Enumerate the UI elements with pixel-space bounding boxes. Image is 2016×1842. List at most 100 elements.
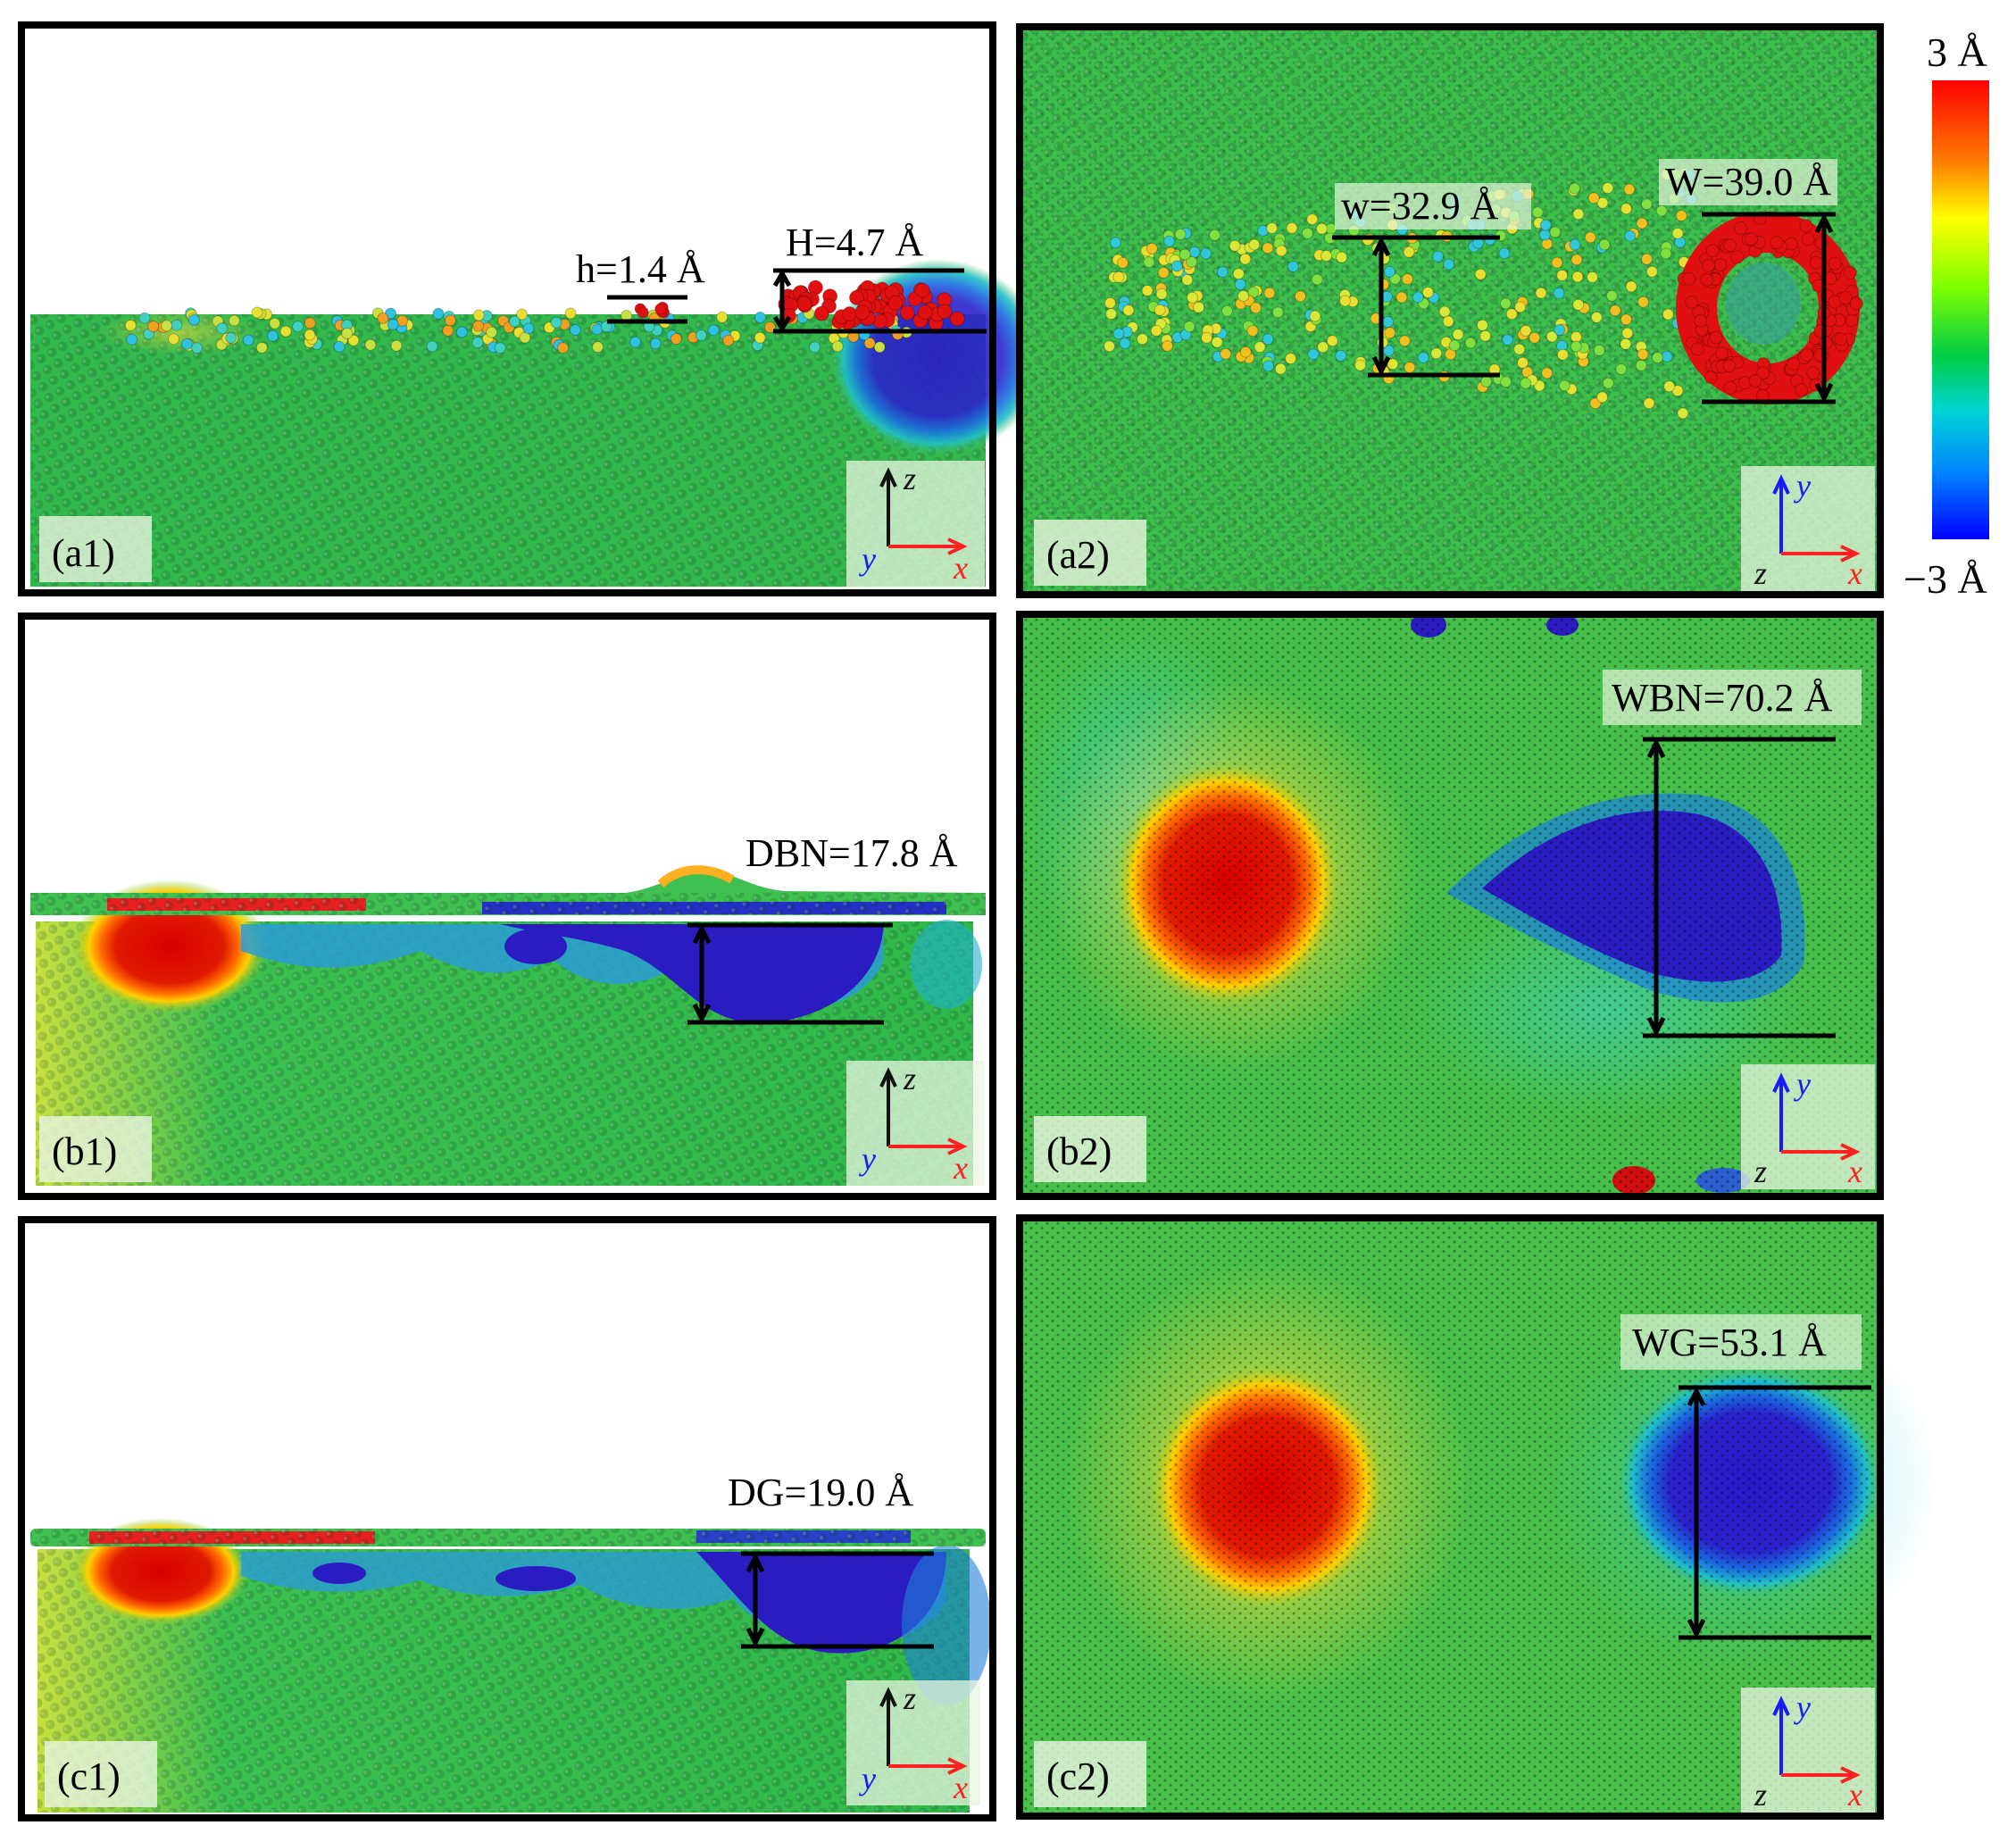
atom xyxy=(279,325,292,338)
panel-frame xyxy=(18,1216,996,1821)
axis-triad: z x y xyxy=(846,461,985,590)
atom xyxy=(716,311,729,323)
atom xyxy=(1141,285,1154,296)
atom xyxy=(1162,339,1173,352)
axis-right-label: x xyxy=(1847,1777,1862,1813)
atom xyxy=(188,313,200,326)
atom xyxy=(1452,329,1464,341)
panel-a1: h=1.4 Å H=4.7 Å z x y (a1) xyxy=(18,21,1045,596)
atom xyxy=(1179,248,1191,261)
atom xyxy=(1382,316,1395,328)
atom xyxy=(1354,359,1366,371)
atom xyxy=(854,304,871,321)
atom xyxy=(1229,239,1241,252)
atom xyxy=(341,327,354,339)
atom xyxy=(1262,242,1274,254)
ring-center xyxy=(1726,263,1801,345)
width-markers xyxy=(1643,737,1836,1038)
atom xyxy=(1122,304,1135,316)
atom xyxy=(1734,221,1747,235)
atom xyxy=(1220,304,1233,317)
atom xyxy=(1587,271,1598,283)
atom xyxy=(126,333,138,346)
atom xyxy=(1715,346,1729,361)
atom xyxy=(1520,377,1532,389)
atom xyxy=(1625,280,1637,293)
atom xyxy=(1145,242,1158,254)
atom xyxy=(1193,301,1205,313)
atom xyxy=(1593,344,1605,356)
atom xyxy=(364,338,377,351)
panel-label: (b1) xyxy=(52,1129,117,1173)
axis-triad: y x z xyxy=(1741,1064,1875,1189)
colorbar-gradient xyxy=(1932,80,1989,539)
atom xyxy=(917,304,933,321)
atom xyxy=(494,342,506,354)
axis-triad: y x z xyxy=(1741,1688,1875,1813)
atom xyxy=(1250,302,1262,314)
atom xyxy=(1845,313,1859,328)
atom xyxy=(1635,359,1647,371)
atom xyxy=(1112,271,1125,283)
colorbar: 3 Å −3 Å xyxy=(1904,29,1989,602)
atom xyxy=(1643,397,1655,410)
atom xyxy=(1311,273,1323,286)
panel-frame xyxy=(1016,611,1884,1200)
atom xyxy=(1556,348,1569,361)
atom xyxy=(486,326,498,338)
atom xyxy=(1795,383,1809,397)
atom xyxy=(1569,238,1581,251)
panel-label: (b2) xyxy=(1046,1129,1112,1173)
atom xyxy=(267,329,279,342)
atom xyxy=(1549,226,1562,238)
axis-depth-label: y xyxy=(859,1761,876,1796)
atom xyxy=(1239,253,1252,265)
atom xyxy=(1274,363,1287,375)
atom xyxy=(516,308,529,321)
atom xyxy=(251,306,263,319)
axis-up-label: y xyxy=(1794,468,1811,504)
atom xyxy=(1520,324,1532,337)
bn-sheet xyxy=(30,865,986,915)
atom xyxy=(600,321,612,333)
atom xyxy=(1137,333,1148,346)
atom xyxy=(1474,268,1487,280)
colorbar-max-label: 3 Å xyxy=(1927,29,1987,75)
atom xyxy=(171,319,183,331)
atom xyxy=(1661,350,1673,363)
atom xyxy=(1539,219,1552,231)
substrate xyxy=(30,259,1045,587)
atom xyxy=(455,326,468,338)
atom xyxy=(1602,377,1614,389)
atom xyxy=(564,307,577,320)
atom xyxy=(242,334,254,346)
atom xyxy=(1675,210,1687,222)
width-markers xyxy=(1679,1385,1871,1640)
atom xyxy=(1596,196,1609,209)
atom xyxy=(269,317,281,329)
atom xyxy=(1609,304,1621,317)
atom xyxy=(1722,359,1737,373)
atom xyxy=(1570,254,1583,266)
atom xyxy=(1662,308,1674,321)
atom xyxy=(444,314,456,327)
atom xyxy=(1572,208,1585,221)
atom xyxy=(225,331,237,344)
atom xyxy=(304,317,316,329)
atom xyxy=(849,289,864,305)
atom xyxy=(1254,341,1266,354)
atom xyxy=(1432,250,1445,263)
atom xyxy=(1430,347,1443,360)
atom xyxy=(1499,297,1512,310)
atom xyxy=(863,337,876,349)
atom xyxy=(1384,327,1396,339)
atom xyxy=(1188,246,1201,258)
atom xyxy=(1109,237,1121,249)
atom xyxy=(1701,259,1715,272)
atom xyxy=(754,312,766,323)
panel-label: (a1) xyxy=(52,531,115,575)
atom xyxy=(1828,256,1842,271)
atom xyxy=(1843,266,1857,279)
atom xyxy=(1671,227,1684,239)
